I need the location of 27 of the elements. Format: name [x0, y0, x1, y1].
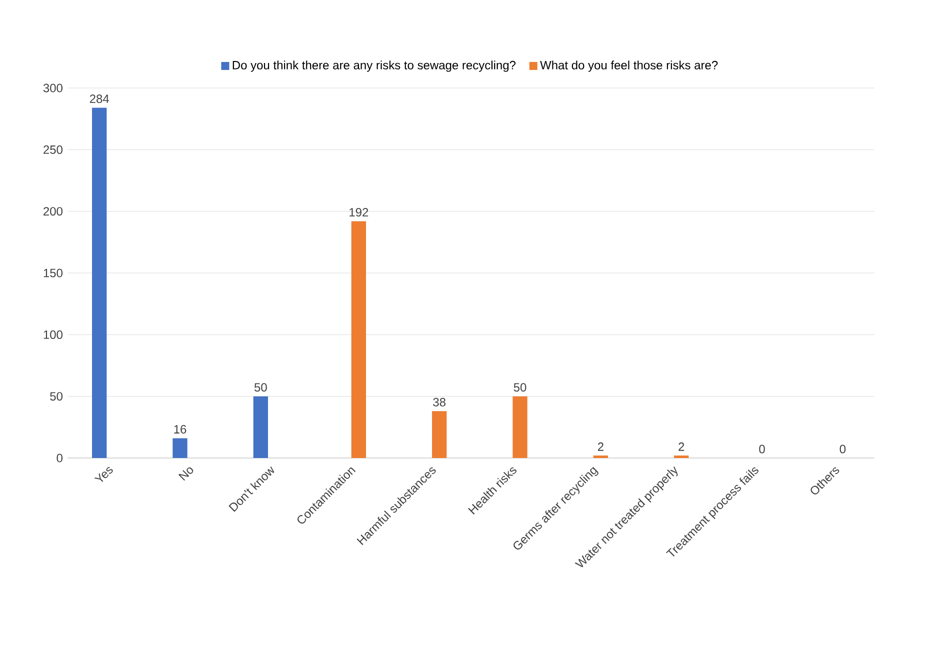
y-tick-label: 150 [44, 268, 62, 278]
y-tick-label: 0 [56, 454, 62, 462]
data-label: 2 [678, 442, 684, 451]
legend-label: Do you think there are any risks to sewage recycling? [232, 60, 516, 72]
data-label: 38 [433, 398, 446, 406]
y-tick-label: 50 [50, 392, 62, 401]
data-label: 50 [254, 383, 267, 392]
x-tick-label: No [178, 467, 194, 481]
bar [351, 221, 366, 458]
y-tick-label: 200 [44, 207, 62, 216]
y-tick-label: 300 [43, 84, 62, 92]
y-tick-label: 100 [44, 330, 62, 339]
data-label: 0 [840, 444, 846, 454]
data-label: 16 [174, 425, 186, 434]
data-label: 284 [90, 94, 109, 104]
bar [172, 438, 188, 458]
data-label: 0 [759, 444, 765, 454]
bar [253, 396, 268, 458]
data-label: 192 [350, 208, 368, 216]
bar [512, 396, 528, 458]
bar [92, 108, 107, 458]
data-label: 50 [514, 383, 526, 392]
x-tick-label: Yes [94, 467, 113, 482]
legend-label: What do you feel those risks are? [540, 60, 718, 72]
bar [432, 411, 447, 458]
data-label: 2 [598, 442, 604, 451]
y-tick-label: 250 [44, 145, 62, 154]
